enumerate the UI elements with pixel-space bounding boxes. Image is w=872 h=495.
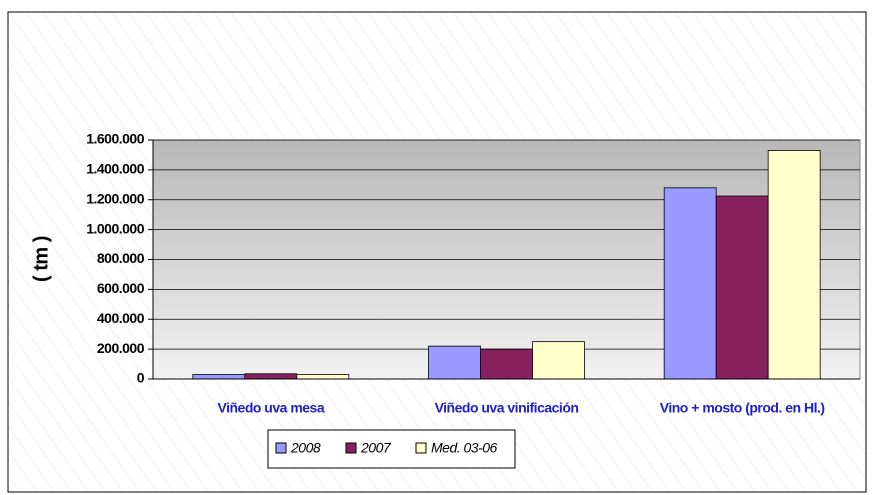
bar (244, 373, 298, 380)
bar (428, 345, 481, 380)
y-tick-label: 0 (137, 370, 145, 386)
y-tick-label: 800.000 (97, 250, 145, 266)
bar (532, 341, 585, 380)
bar (480, 348, 533, 380)
legend (267, 429, 516, 469)
bar (663, 187, 717, 380)
y-tick-label: 1.200.000 (86, 190, 144, 206)
y-tick-label: 1.600.000 (86, 131, 144, 147)
legend-swatch (345, 442, 357, 454)
x-tick-label: Vino + mosto (prod. en Hl.) (660, 400, 825, 416)
legend-label: Med. 03-06 (431, 440, 498, 456)
y-tick-label: 200.000 (97, 340, 145, 356)
bar (715, 195, 769, 380)
legend-swatch (415, 442, 427, 454)
legend-label: 2008 (290, 440, 321, 456)
x-tick-label: Viñedo uva vinificación (435, 400, 579, 416)
y-tick-label: 1.400.000 (86, 161, 144, 177)
bar (192, 374, 246, 380)
x-tick-label: Viñedo uva mesa (218, 400, 325, 416)
y-axis-label: ( tm ) (30, 236, 52, 282)
bar (296, 374, 350, 380)
y-tick-label: 600.000 (97, 280, 145, 296)
legend-swatch (275, 442, 287, 454)
y-tick-label: 400.000 (97, 310, 145, 326)
bar (767, 150, 821, 380)
y-tick-label: 1.000.000 (86, 220, 144, 236)
legend-label: 2007 (360, 440, 392, 456)
